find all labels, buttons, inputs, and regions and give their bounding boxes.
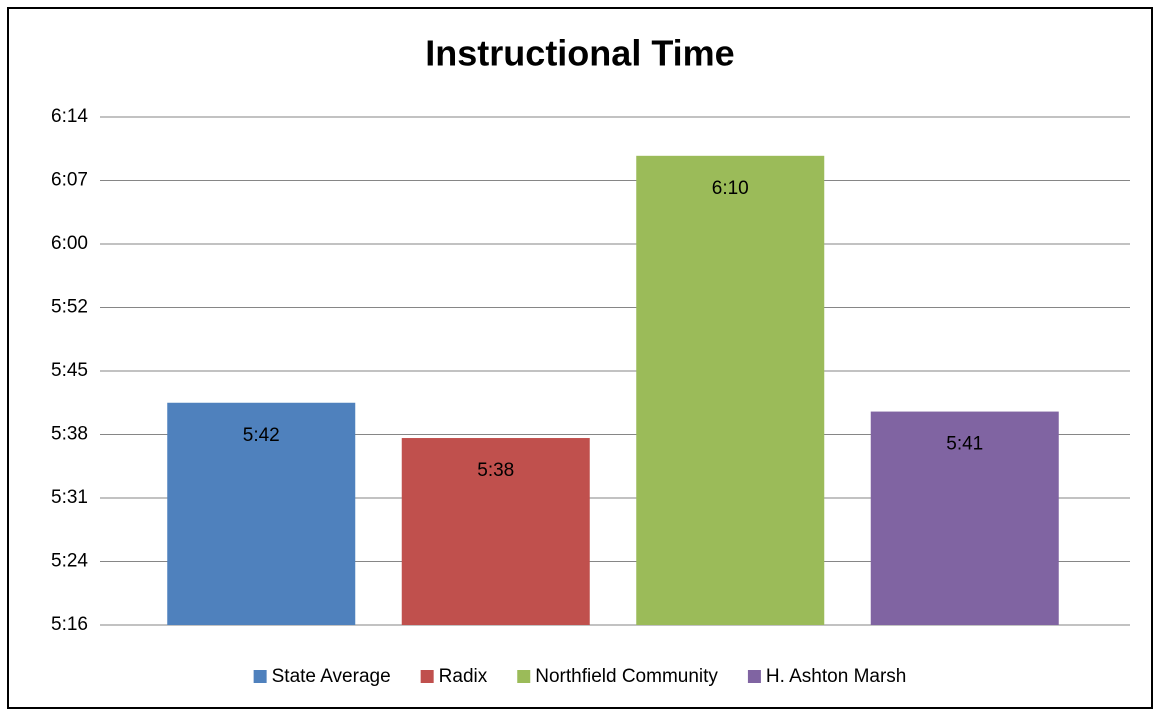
y-tick-label: 5:38 (51, 424, 88, 445)
legend-swatch (517, 670, 531, 683)
data-label: 6:10 (712, 178, 749, 199)
y-tick-label: 5:52 (51, 297, 88, 318)
chart-title: Instructional Time (425, 33, 734, 74)
legend-swatch (253, 670, 267, 683)
bar (167, 402, 356, 625)
legend-swatch (747, 670, 761, 683)
y-tick-label: 5:24 (51, 551, 88, 572)
legend-label: Northfield Community (535, 666, 718, 687)
y-tick-label: 5:31 (51, 487, 88, 508)
bar (401, 438, 590, 625)
y-tick-label: 6:00 (51, 233, 88, 254)
data-label: 5:38 (477, 460, 514, 481)
y-tick-label: 6:07 (51, 170, 88, 191)
legend-label: Radix (439, 666, 488, 687)
data-label: 5:41 (946, 434, 983, 455)
legend-label: State Average (272, 666, 391, 687)
y-tick-label: 5:16 (51, 614, 88, 635)
bar (870, 411, 1059, 625)
data-label: 5:42 (243, 425, 280, 446)
bar (636, 155, 825, 626)
y-tick-label: 5:45 (51, 360, 88, 381)
y-tick-label: 6:14 (51, 106, 88, 127)
legend-swatch (420, 670, 434, 683)
legend-label: H. Ashton Marsh (766, 666, 906, 687)
